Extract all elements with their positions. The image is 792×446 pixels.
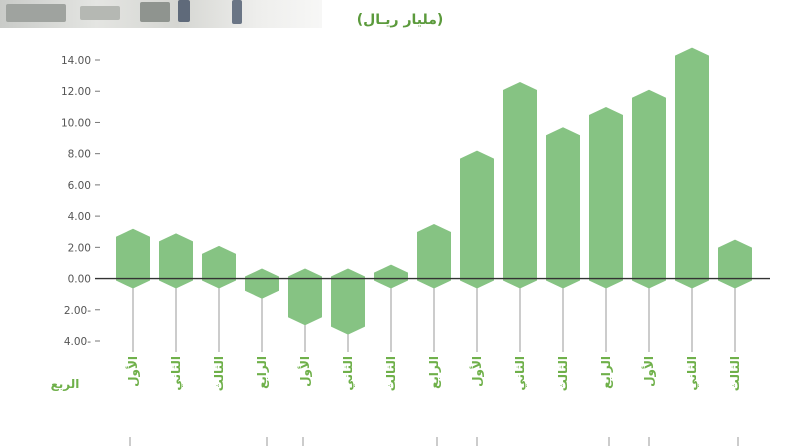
bar xyxy=(675,47,709,289)
category-label: الثالث xyxy=(212,356,226,391)
bar xyxy=(159,233,193,289)
category-label: الثاني xyxy=(169,356,183,391)
bar xyxy=(116,228,150,289)
bar xyxy=(374,264,408,289)
bar xyxy=(288,268,322,326)
category-label: الرابع xyxy=(427,356,441,389)
category-label: الأول xyxy=(641,356,657,387)
category-label: الثاني xyxy=(685,356,699,391)
y-tick-label: 4.00- xyxy=(64,336,91,348)
header-photo xyxy=(0,0,322,28)
category-label: الثالث xyxy=(556,356,570,391)
category-label: الأول xyxy=(297,356,313,387)
category-label: الثالث xyxy=(384,356,398,391)
bar xyxy=(331,268,365,335)
bar xyxy=(202,245,236,289)
y-tick-label: 0.00 xyxy=(68,274,91,286)
bar xyxy=(546,127,580,289)
y-tick-label: 4.00 xyxy=(68,211,91,223)
y-tick-label: 2.00 xyxy=(68,242,91,254)
bar xyxy=(718,239,752,289)
y-tick-label: 12.00 xyxy=(61,86,91,98)
category-label: الأول xyxy=(469,356,485,387)
category-label: الرابع xyxy=(255,356,269,389)
y-tick-label: 14.00 xyxy=(61,55,91,67)
bar xyxy=(245,268,279,299)
y-tick-label: 8.00 xyxy=(68,149,91,161)
category-label: الثاني xyxy=(341,356,355,391)
x-axis-title: الربع xyxy=(51,377,80,391)
bar xyxy=(417,224,451,289)
y-tick-label: 10.00 xyxy=(61,117,91,129)
y-tick-label: 6.00 xyxy=(68,180,91,192)
unit-label: (مليار ريـال) xyxy=(356,12,444,28)
category-label: الأول xyxy=(125,356,141,387)
category-label: الثالث xyxy=(728,356,742,391)
bar xyxy=(460,150,494,289)
category-label: الرابع xyxy=(599,356,613,389)
y-tick-label: 2.00- xyxy=(64,305,91,317)
category-label: الثاني xyxy=(513,356,527,391)
bar xyxy=(632,89,666,289)
bar xyxy=(589,106,623,289)
bar xyxy=(503,81,537,289)
